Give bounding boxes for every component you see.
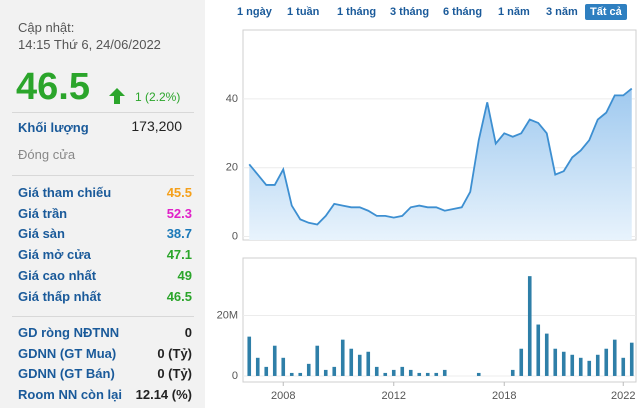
volume-bar [561, 351, 566, 376]
price-value: 49 [177, 267, 192, 283]
price: 46.5 [16, 66, 90, 108]
volume-bar [281, 357, 286, 376]
volume-bar [417, 372, 422, 376]
volume-bar [425, 372, 430, 376]
volume-bar [621, 357, 626, 376]
price-label: Giá mở cửa [18, 247, 91, 263]
price-value: 38.7 [166, 226, 192, 242]
volume-bar [298, 372, 303, 376]
time-tab[interactable]: 3 năm [546, 6, 578, 18]
y-tick-label: 0 [232, 230, 238, 242]
volume-bar [519, 348, 524, 376]
time-tab[interactable]: 6 tháng [443, 6, 483, 18]
x-tick-label: 2022 [611, 390, 635, 402]
price-label: Giá trần [18, 205, 68, 221]
separator [12, 112, 194, 113]
y-tick-label: 20M [217, 309, 238, 321]
price-label: Giá tham chiếu [18, 185, 112, 200]
volume-bar [570, 354, 575, 376]
volume-frame [242, 257, 637, 383]
volume-bar [366, 351, 371, 376]
time-tab[interactable]: 1 tuần [287, 6, 320, 18]
volume-bar [323, 369, 328, 376]
foreign-label: Room NN còn lại [18, 387, 123, 403]
volume-bar [476, 372, 481, 376]
y-tick-label: 40 [226, 93, 238, 105]
foreign-label: GDNN (GT Bán) [18, 366, 115, 382]
volume-bar [272, 345, 277, 376]
price-change: 1 (2.2%) [135, 90, 181, 104]
price-value: 47.1 [166, 247, 192, 263]
volume-bar [264, 366, 269, 376]
volume-bar [349, 348, 354, 376]
up-arrow [109, 88, 125, 104]
volume-bar [383, 372, 388, 376]
time-tab[interactable]: Tất cả [585, 4, 627, 20]
price-value: 52.3 [166, 205, 192, 221]
volume: 173,200 [131, 118, 182, 134]
volume-bar [510, 369, 515, 376]
foreign-value: 0 (Tỷ) [157, 366, 192, 382]
volume-bar [306, 363, 311, 376]
info-panel: Cập nhật: 14:15 Thứ 6, 24/06/2022 46.5 1 (2… [0, 0, 205, 408]
foreign-label: GD ròng NĐTNN [18, 325, 120, 340]
separator [12, 316, 194, 317]
volume-bar [553, 348, 558, 376]
volume-bar [400, 366, 405, 376]
price-value: 46.5 [166, 288, 192, 304]
volume-bar [289, 372, 294, 376]
volume-bar [247, 336, 252, 376]
x-tick-label: 2012 [382, 390, 406, 402]
price-label: Giá sàn [18, 226, 65, 242]
x-tick-label: 2018 [492, 390, 516, 402]
volume-bar [340, 339, 345, 376]
foreign-value: 0 (Tỷ) [157, 345, 192, 361]
volume-bar [536, 324, 541, 376]
volume-bar [612, 339, 617, 376]
update-time: 14:15 Thứ 6, 24/06/2022 [18, 37, 161, 52]
price-label: Giá thấp nhất [18, 288, 102, 304]
time-tab[interactable]: 3 tháng [390, 6, 430, 18]
volume-bar [434, 372, 439, 376]
price-label: Giá cao nhất [18, 267, 97, 283]
foreign-label: GDNN (GT Mua) [18, 345, 117, 361]
time-tab[interactable]: 1 tháng [337, 6, 377, 18]
volume-bar [374, 366, 379, 376]
volume-bar [629, 342, 634, 376]
y-tick-label: 20 [226, 162, 238, 174]
volume-bar [255, 357, 260, 376]
volume-label: Khối lượng [18, 120, 89, 135]
volume-bar [544, 333, 549, 376]
time-tab[interactable]: 1 năm [498, 6, 530, 18]
volume-bar [587, 360, 592, 376]
volume-bar [408, 369, 413, 376]
price-value: 45.5 [166, 185, 192, 200]
foreign-value: 12.14 (%) [135, 387, 192, 403]
volume-bar [604, 348, 609, 376]
update-label: Cập nhật: [18, 20, 75, 35]
volume-bar [527, 276, 532, 376]
volume-bar [578, 357, 583, 376]
volume-bar [332, 366, 337, 376]
time-tab[interactable]: 1 ngày [237, 6, 272, 18]
price-line [248, 87, 633, 226]
separator [12, 175, 194, 176]
volume-bar [357, 354, 362, 376]
y-tick-label: 0 [232, 370, 238, 382]
x-tick-label: 2008 [271, 390, 295, 402]
volume-bar [391, 369, 396, 376]
volume-bar [595, 354, 600, 376]
volume-bar [442, 369, 447, 376]
status: Đóng cửa [18, 147, 76, 162]
foreign-value: 0 [184, 325, 192, 340]
area-fill [249, 88, 632, 240]
volume-bar [315, 345, 320, 376]
